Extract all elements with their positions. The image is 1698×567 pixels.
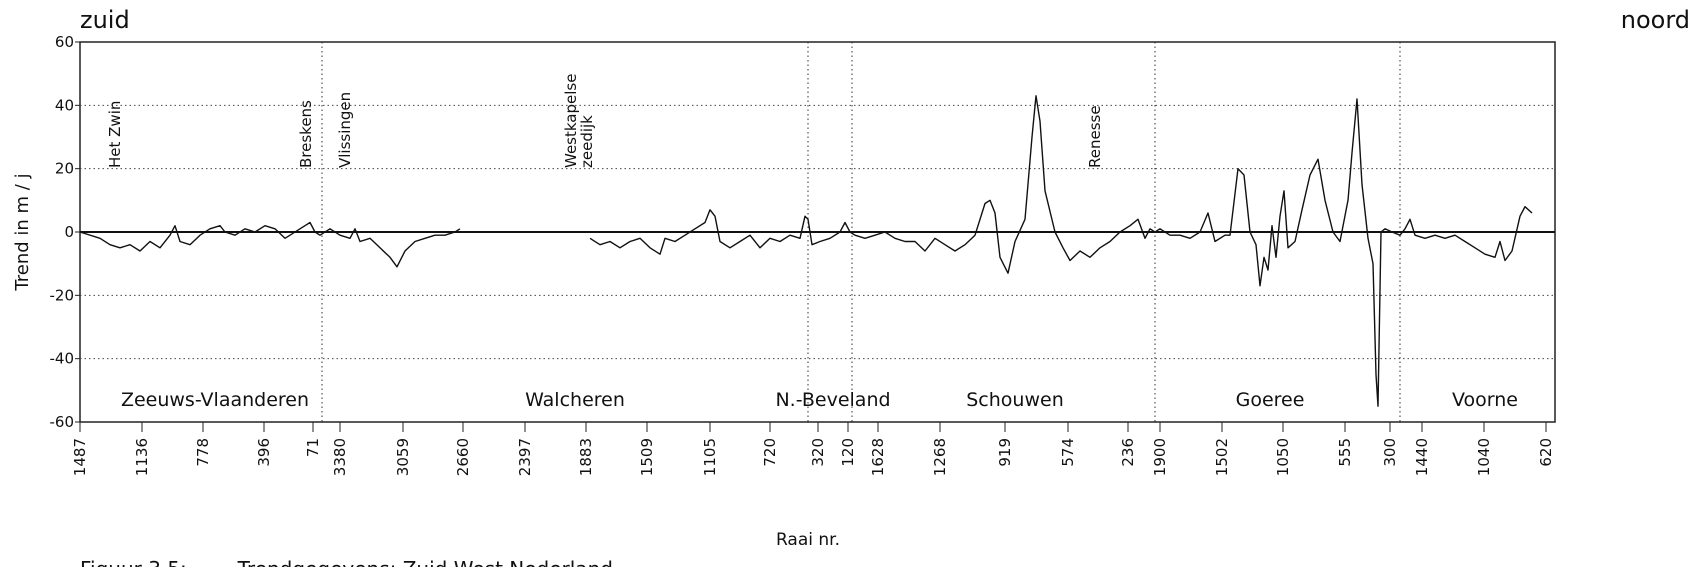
- y-tick-label: -60: [50, 413, 75, 431]
- y-tick-label: 40: [55, 96, 74, 114]
- x-tick-label: 1502: [1213, 438, 1231, 476]
- x-axis-label: Raai nr.: [776, 530, 840, 550]
- place-label: Renesse: [1086, 105, 1104, 168]
- region-label: Voorne: [1452, 389, 1518, 411]
- place-label: zeedijk: [578, 115, 596, 168]
- x-tick-label: 620: [1537, 438, 1555, 467]
- y-tick-label: -40: [50, 350, 75, 368]
- x-tick-label: 2660: [454, 438, 472, 476]
- x-tick-label: 3059: [394, 438, 412, 476]
- x-tick-label: 71: [304, 438, 322, 457]
- x-tick-label: 919: [996, 438, 1014, 467]
- x-tick-label: 1440: [1413, 438, 1431, 476]
- y-tick-label: -20: [50, 286, 75, 304]
- region-label: Goeree: [1236, 389, 1305, 411]
- region-label: N.-Beveland: [775, 389, 890, 411]
- y-tick-label: 60: [55, 33, 74, 51]
- x-tick-label: 778: [194, 438, 212, 467]
- x-tick-label: 1900: [1151, 438, 1169, 476]
- x-tick-label: 555: [1336, 438, 1354, 467]
- region-label: Zeeuws-Vlaanderen: [121, 389, 309, 411]
- corner-label-right: noord: [1621, 6, 1690, 34]
- x-tick-label: 1487: [71, 438, 89, 476]
- y-tick-label: 0: [64, 223, 74, 241]
- caption: Figuur 3.5: Trendgegevens: Zuid-West Ned…: [80, 557, 613, 567]
- x-tick-label: 3380: [331, 438, 349, 476]
- x-tick-label: 120: [839, 438, 857, 467]
- trend-line: [79, 95, 1533, 407]
- x-tick-label: 1883: [577, 438, 595, 476]
- place-label: Breskens: [297, 100, 315, 168]
- x-tick-label: 1628: [869, 438, 887, 476]
- region-label: Schouwen: [966, 389, 1064, 411]
- place-label: Vlissingen: [336, 92, 354, 168]
- corner-label-left: zuid: [80, 6, 130, 34]
- place-label: Het Zwin: [106, 101, 124, 168]
- x-tick-label: 1040: [1475, 438, 1493, 476]
- x-tick-label: 1268: [931, 438, 949, 476]
- x-tick-label: 300: [1381, 438, 1399, 467]
- x-tick-label: 720: [761, 438, 779, 467]
- x-tick-label: 1136: [133, 438, 151, 476]
- x-tick-label: 1050: [1274, 438, 1292, 476]
- x-tick-label: 1105: [701, 438, 719, 476]
- x-tick-label: 320: [809, 438, 827, 467]
- place-label: Westkapelse: [562, 74, 580, 168]
- y-axis-label: Trend in m / j: [12, 173, 33, 291]
- x-tick-label: 2397: [516, 438, 534, 476]
- x-tick-label: 574: [1059, 438, 1077, 467]
- x-tick-label: 396: [255, 438, 273, 467]
- region-label: Walcheren: [525, 389, 625, 411]
- x-tick-label: 1509: [638, 438, 656, 476]
- y-tick-label: 20: [55, 160, 74, 178]
- x-tick-label: 236: [1119, 438, 1137, 467]
